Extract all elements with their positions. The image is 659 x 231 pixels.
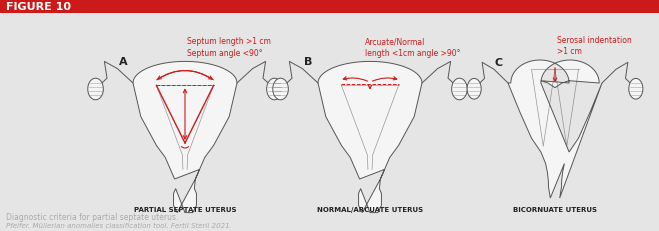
Text: A: A <box>119 57 128 67</box>
Text: B: B <box>304 57 312 67</box>
Text: BICORNUATE UTERUS: BICORNUATE UTERUS <box>513 206 597 212</box>
Text: C: C <box>494 58 502 68</box>
Polygon shape <box>508 61 602 198</box>
Polygon shape <box>273 79 289 100</box>
Polygon shape <box>267 79 282 100</box>
Text: Pfeifer. Müllerian anomalies classification tool. Fertil Steril 2021.: Pfeifer. Müllerian anomalies classificat… <box>6 222 232 228</box>
Text: Arcuate/Normal
length <1cm angle >90°: Arcuate/Normal length <1cm angle >90° <box>365 37 461 57</box>
Text: PARTIAL SEPTATE UTERUS: PARTIAL SEPTATE UTERUS <box>134 206 236 212</box>
FancyBboxPatch shape <box>0 0 659 14</box>
Text: Serosal indentation
>1 cm: Serosal indentation >1 cm <box>557 36 632 56</box>
Polygon shape <box>467 79 481 100</box>
Text: FIGURE 10: FIGURE 10 <box>6 2 71 12</box>
Polygon shape <box>88 79 103 100</box>
Polygon shape <box>318 62 422 213</box>
Polygon shape <box>451 79 467 100</box>
Polygon shape <box>629 79 643 100</box>
Polygon shape <box>133 62 237 213</box>
Text: Septum length >1 cm
Septum angle <90°: Septum length >1 cm Septum angle <90° <box>187 37 271 57</box>
Text: NORMAL/ARCUATE UTERUS: NORMAL/ARCUATE UTERUS <box>317 206 423 212</box>
Text: Diagnostic criteria for partial septate uterus.: Diagnostic criteria for partial septate … <box>6 213 179 222</box>
